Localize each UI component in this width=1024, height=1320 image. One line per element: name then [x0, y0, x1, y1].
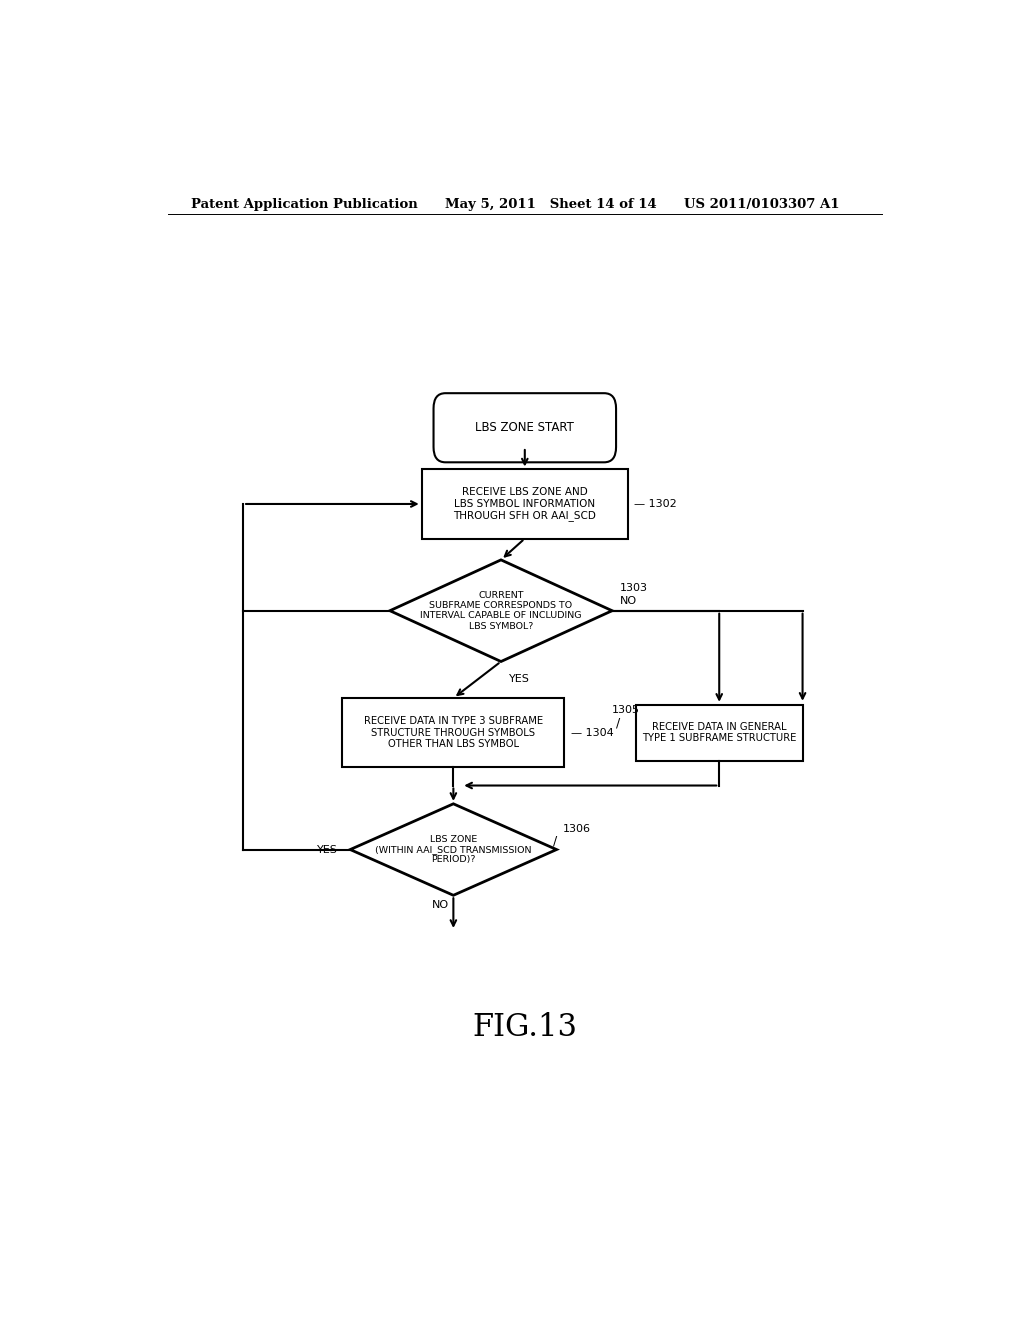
- Text: RECEIVE DATA IN TYPE 3 SUBFRAME
STRUCTURE THROUGH SYMBOLS
OTHER THAN LBS SYMBOL: RECEIVE DATA IN TYPE 3 SUBFRAME STRUCTUR…: [364, 715, 543, 750]
- Text: — 1304: — 1304: [570, 727, 613, 738]
- Polygon shape: [350, 804, 557, 895]
- Text: 1303: 1303: [620, 583, 648, 593]
- Text: NO: NO: [432, 900, 450, 911]
- Text: LBS ZONE
(WITHIN AAI_SCD TRANSMISSION
PERIOD)?: LBS ZONE (WITHIN AAI_SCD TRANSMISSION PE…: [375, 834, 531, 865]
- Text: YES: YES: [509, 673, 529, 684]
- Text: /: /: [553, 836, 557, 847]
- Text: US 2011/0103307 A1: US 2011/0103307 A1: [684, 198, 839, 211]
- Text: 1306: 1306: [563, 824, 591, 834]
- Text: Patent Application Publication: Patent Application Publication: [191, 198, 418, 211]
- Text: — 1302: — 1302: [634, 499, 677, 510]
- FancyBboxPatch shape: [433, 393, 616, 462]
- Text: May 5, 2011   Sheet 14 of 14: May 5, 2011 Sheet 14 of 14: [445, 198, 657, 211]
- Text: 1305: 1305: [612, 705, 640, 715]
- Bar: [342, 698, 564, 767]
- Text: RECEIVE DATA IN GENERAL
TYPE 1 SUBFRAME STRUCTURE: RECEIVE DATA IN GENERAL TYPE 1 SUBFRAME …: [642, 722, 797, 743]
- Text: RECEIVE LBS ZONE AND
LBS SYMBOL INFORMATION
THROUGH SFH OR AAI_SCD: RECEIVE LBS ZONE AND LBS SYMBOL INFORMAT…: [454, 487, 596, 521]
- Text: FIG.13: FIG.13: [472, 1012, 578, 1043]
- Bar: [422, 470, 628, 539]
- Polygon shape: [390, 560, 612, 661]
- Text: NO: NO: [620, 595, 637, 606]
- Text: CURRENT
SUBFRAME CORRESPONDS TO
INTERVAL CAPABLE OF INCLUDING
LBS SYMBOL?: CURRENT SUBFRAME CORRESPONDS TO INTERVAL…: [420, 590, 582, 631]
- Text: YES: YES: [317, 845, 338, 854]
- Text: LBS ZONE START: LBS ZONE START: [475, 421, 574, 434]
- Text: /: /: [616, 715, 621, 729]
- Bar: [636, 705, 803, 760]
